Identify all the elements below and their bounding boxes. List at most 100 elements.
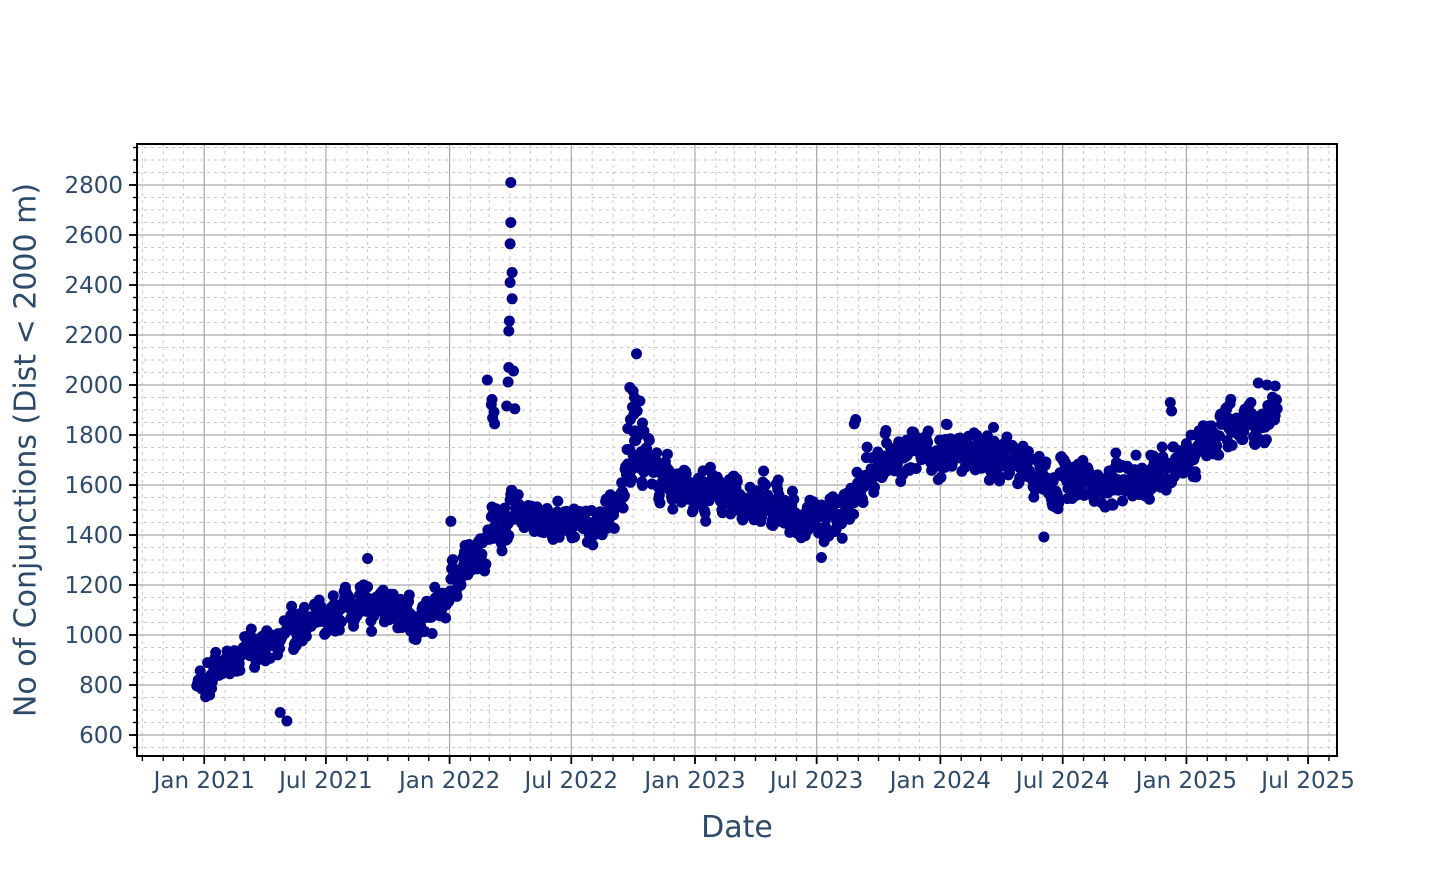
scatter-point — [509, 403, 521, 415]
scatter-point — [861, 441, 873, 453]
scatter-point — [300, 630, 312, 642]
minor-gridlines — [137, 144, 1337, 756]
scatter-point — [699, 507, 711, 519]
scatter-point — [488, 406, 500, 418]
y-tick-label: 1800 — [64, 423, 123, 449]
scatter-point — [1271, 394, 1282, 406]
plot-border — [136, 143, 1338, 757]
y-tick-label: 1600 — [64, 473, 123, 499]
scatter-point — [634, 395, 646, 407]
scatter-point — [505, 217, 517, 228]
scatter-point — [1040, 456, 1052, 468]
y-axis-title: No of Conjunctions (Dist < 2000 m) — [8, 182, 44, 718]
scatter-point — [1225, 393, 1237, 405]
scatter-point — [1146, 482, 1158, 494]
y-tick-label: 800 — [79, 673, 123, 699]
scatter-point — [758, 465, 770, 477]
scatter-point — [503, 530, 515, 541]
scatter-point — [476, 548, 488, 560]
scatter-point — [772, 474, 784, 486]
scatter-point — [569, 531, 581, 543]
scatter-point — [1252, 377, 1264, 389]
scatter-point — [667, 503, 679, 515]
scatter-point — [608, 522, 620, 534]
y-tick-label: 2400 — [64, 273, 123, 299]
x-tick-label: Jan 2022 — [397, 768, 500, 794]
scatter-point — [631, 348, 642, 360]
y-tick-label: 600 — [79, 723, 123, 749]
scatter-point — [1053, 497, 1065, 509]
scatter-point — [362, 581, 374, 593]
scatter-point — [857, 497, 869, 508]
scatter-point — [1130, 449, 1142, 461]
scatter-point — [626, 473, 638, 485]
scatter-point — [1238, 426, 1250, 438]
scatter-point — [587, 539, 599, 551]
scatter-point — [654, 497, 666, 509]
scatter-point — [935, 471, 947, 483]
scatter-point — [320, 627, 332, 639]
scatter-point — [506, 267, 518, 278]
scatter-point — [1226, 439, 1238, 451]
scatter-point — [643, 434, 655, 446]
scatter-point — [502, 376, 514, 388]
scatter-point — [700, 515, 712, 527]
scatter-point — [281, 715, 293, 727]
x-tick-label: Jan 2023 — [642, 768, 745, 794]
scatter-point — [1213, 430, 1225, 442]
y-tick-label: 2800 — [64, 173, 123, 199]
y-tick-label: 2600 — [64, 223, 123, 249]
scatter-point — [486, 394, 498, 405]
y-tick-label: 1200 — [64, 573, 123, 599]
scatter-point — [234, 664, 246, 676]
scatter-point — [1260, 434, 1272, 446]
scatter-point — [941, 419, 953, 430]
scatter-point — [403, 589, 415, 601]
scatter-point — [680, 468, 692, 480]
x-tick-label: Jul 2025 — [1259, 768, 1355, 794]
y-tick-label: 1000 — [64, 623, 123, 649]
scatter-point — [504, 277, 516, 288]
scatter-point — [503, 325, 515, 337]
scatter-point — [815, 552, 827, 563]
scatter-point — [552, 495, 564, 507]
x-axis-title: Date — [701, 810, 773, 845]
scatter-point — [661, 448, 673, 460]
y-tick-label: 1400 — [64, 523, 123, 549]
axes: Jan 2021 Jul 2021 Jan 2022 Jul 2022 Jan 2023… — [64, 143, 1355, 794]
scatter-point — [880, 425, 892, 436]
scatter-point — [836, 532, 848, 544]
scatter-point — [327, 590, 339, 602]
scatter-point — [489, 418, 501, 430]
scatter-point — [910, 463, 922, 474]
scatter-point — [451, 590, 463, 602]
scatter-point — [503, 315, 515, 327]
x-tick-label: Jan 2024 — [888, 768, 991, 794]
scatter-point — [333, 624, 345, 636]
scatter-point — [651, 447, 663, 459]
scatter-point — [504, 238, 516, 250]
scatter-point — [988, 421, 999, 433]
scatter-point — [426, 628, 438, 639]
scatter-point — [1190, 471, 1202, 483]
scatter-point — [1038, 531, 1050, 543]
scatter-point — [850, 414, 862, 425]
scatter-point — [618, 490, 630, 501]
y-tick-label: 2200 — [64, 323, 123, 349]
scatter-point — [481, 374, 493, 386]
scatter-point — [616, 477, 628, 489]
scatter-series — [191, 177, 1283, 727]
scatter-point — [1269, 380, 1281, 392]
scatter-point — [1110, 447, 1122, 459]
scatter-point — [315, 601, 327, 613]
scatter-point — [512, 489, 524, 501]
scatter-point — [760, 479, 772, 491]
scatter-point — [429, 581, 441, 593]
scatter-point — [286, 600, 298, 612]
scatter-point — [1213, 449, 1225, 461]
scatter-point — [988, 435, 1000, 447]
scatter-point — [1107, 499, 1119, 511]
scatter-point — [447, 554, 459, 566]
scatter-point — [717, 507, 728, 519]
